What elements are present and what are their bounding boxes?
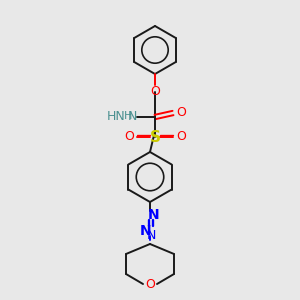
Text: S: S — [149, 130, 161, 145]
Text: O: O — [145, 278, 155, 290]
Text: N: N — [146, 229, 156, 242]
Text: O: O — [176, 130, 186, 143]
Text: N: N — [140, 224, 152, 238]
Text: O: O — [150, 85, 160, 98]
Text: HN: HN — [106, 110, 125, 124]
Text: N: N — [127, 110, 137, 122]
Text: O: O — [176, 106, 186, 119]
Text: O: O — [124, 130, 134, 143]
Text: N: N — [148, 208, 160, 222]
Text: H: H — [124, 111, 132, 121]
